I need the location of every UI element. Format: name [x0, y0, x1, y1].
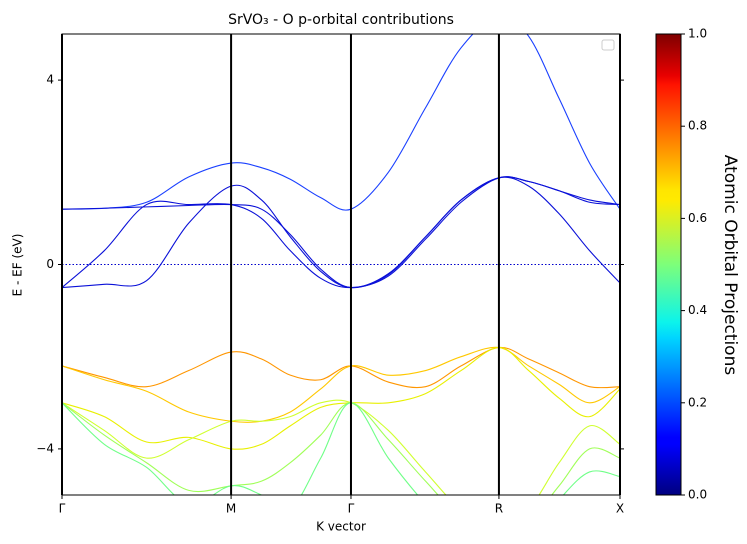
colorbar-tick-label: 0.8 [688, 119, 707, 133]
y-tick-label: 0 [46, 257, 54, 271]
colorbar-tick-label: 0.2 [688, 395, 707, 409]
band [62, 346, 620, 389]
y-tick-label: 4 [46, 73, 54, 87]
plot-frame [61, 33, 621, 496]
band [62, 176, 620, 289]
y-axis-label: E - EF (eV) [11, 234, 25, 297]
x-tick-label: M [226, 502, 236, 516]
colorbar-tick-label: 0.6 [688, 211, 707, 225]
chart-title: SrVO₃ - O p-orbital contributions [228, 12, 454, 28]
legend-box [601, 39, 615, 51]
colorbar-tick-label: 0.0 [688, 488, 707, 502]
x-tick-label: Γ [348, 502, 355, 516]
colorbar-tick-label: 1.0 [688, 27, 707, 41]
x-tick-label: R [495, 502, 503, 516]
band [62, 176, 620, 289]
x-tick-label: Γ [59, 502, 66, 516]
x-tick-label: X [616, 502, 624, 516]
colorbar-tick-label: 0.4 [688, 303, 707, 317]
band [62, 34, 620, 211]
band [62, 399, 620, 495]
plot-area [62, 34, 620, 495]
y-tick-label: −4 [36, 441, 54, 455]
colorbar [655, 33, 682, 496]
colorbar-label: Atomic Orbital Projections [720, 155, 740, 376]
x-axis-label: K vector [316, 520, 366, 534]
band [62, 176, 620, 289]
